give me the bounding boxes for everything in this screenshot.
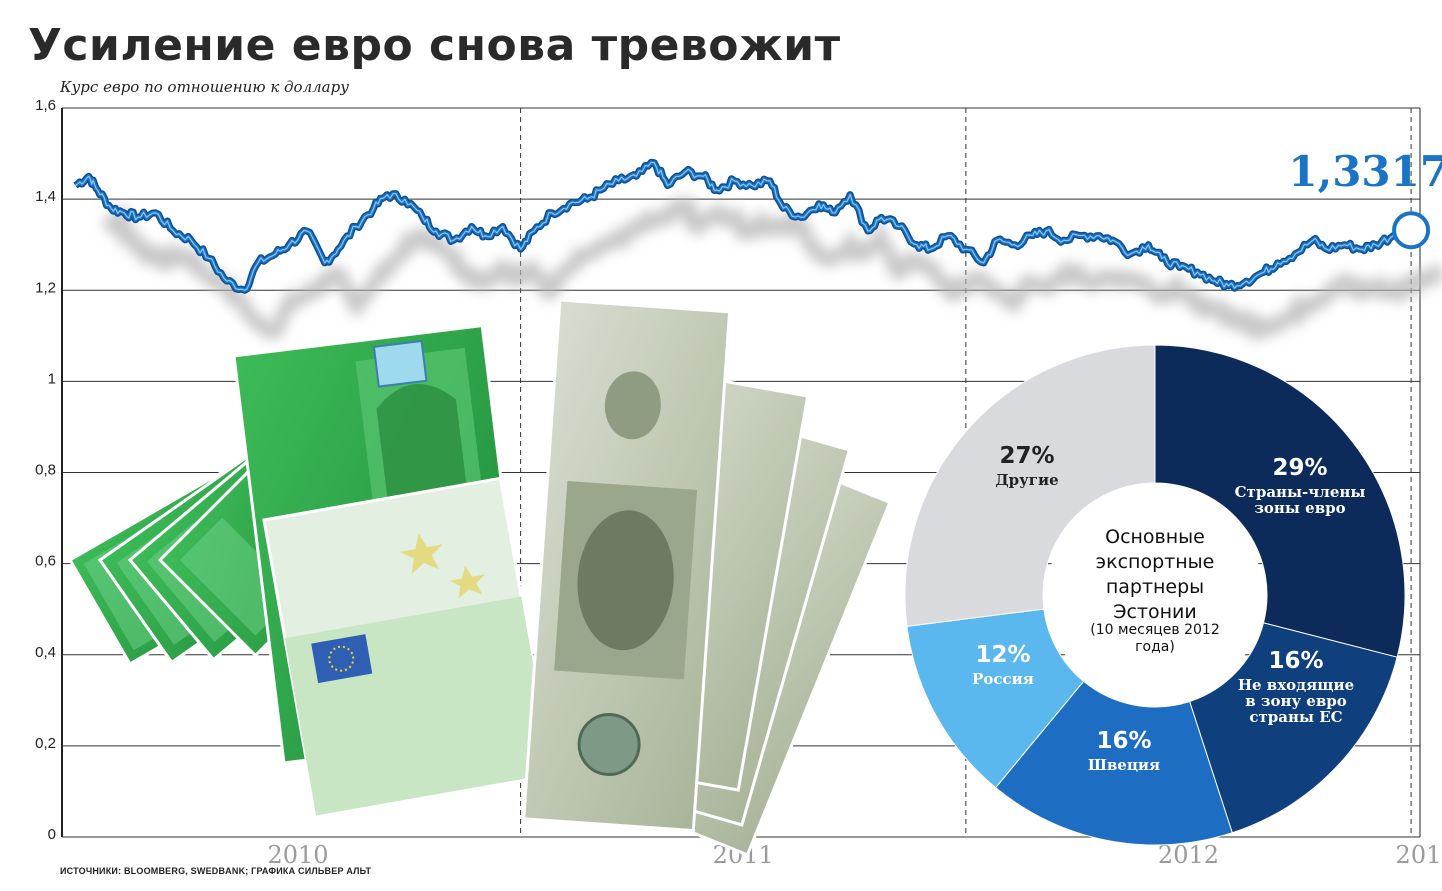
slice-percent-label: 16% <box>1096 728 1151 754</box>
end-point-marker <box>1392 211 1431 250</box>
y-tick-label: 0 <box>48 826 56 843</box>
chart-title: Усиление евро снова тревожит <box>28 20 841 71</box>
x-tick-label: 2012 <box>1158 841 1219 869</box>
donut-center <box>1047 487 1263 703</box>
slice-percent-label: 27% <box>999 443 1054 469</box>
donut-slice <box>904 344 1156 627</box>
slice-category-label: зоны евро <box>1254 499 1345 517</box>
donut-center-subtitle: (10 месяцев 2012 <box>1090 622 1220 638</box>
euro-banknotes-illustration <box>67 323 555 818</box>
slice-category-label: Россия <box>972 670 1034 688</box>
donut-center-subtitle: года) <box>1135 639 1175 655</box>
slice-category-label: Страны-члены <box>1235 483 1366 501</box>
slice-category-label: Швеция <box>1088 756 1160 774</box>
slice-percent-label: 16% <box>1268 648 1323 674</box>
slice-category-label: Не входящие <box>1238 676 1354 694</box>
y-tick-label: 0,2 <box>35 735 56 752</box>
donut-center-title: Эстонии <box>1113 601 1197 623</box>
x-tick-label: 2013 <box>1396 841 1442 869</box>
y-tick-label: 1 <box>48 370 56 387</box>
slice-percent-label: 29% <box>1272 455 1327 481</box>
chart-subtitle: Курс евро по отношению к доллару <box>60 78 349 96</box>
y-tick-label: 1,4 <box>35 188 56 205</box>
x-axis: 2010201120122013 <box>267 841 1442 869</box>
slice-category-label: в зону евро <box>1245 692 1346 710</box>
line-highlight <box>75 161 1412 291</box>
y-tick-label: 0,4 <box>35 644 56 661</box>
y-tick-label: 0,8 <box>35 462 56 479</box>
x-tick-label: 2010 <box>267 841 328 869</box>
donut-slice <box>1188 622 1398 834</box>
end-value-label: 1,3317 <box>1288 147 1442 196</box>
donut-center-title: Основные <box>1105 526 1205 548</box>
slice-category-label: страны ЕС <box>1249 708 1342 726</box>
donut-center-title: партнеры <box>1106 576 1204 598</box>
line-shadow <box>101 195 1442 344</box>
donut-slice <box>994 680 1233 846</box>
y-tick-label: 0,6 <box>35 553 56 570</box>
line-series: 1,3317 <box>73 147 1442 344</box>
donut-slice <box>906 608 1085 789</box>
dollar-banknotes-illustration <box>522 298 892 857</box>
donut-slice <box>1154 344 1406 658</box>
y-tick-label: 1,6 <box>35 97 56 114</box>
slice-category-label: Другие <box>995 471 1058 489</box>
y-tick-label: 1,2 <box>35 279 56 296</box>
source-note: ИСТОЧНИКИ: BLOOMBERG, SWEDBANK; ГРАФИКА … <box>60 866 372 876</box>
slice-percent-label: 12% <box>975 642 1030 668</box>
donut-center-title: экспортные <box>1096 551 1215 573</box>
